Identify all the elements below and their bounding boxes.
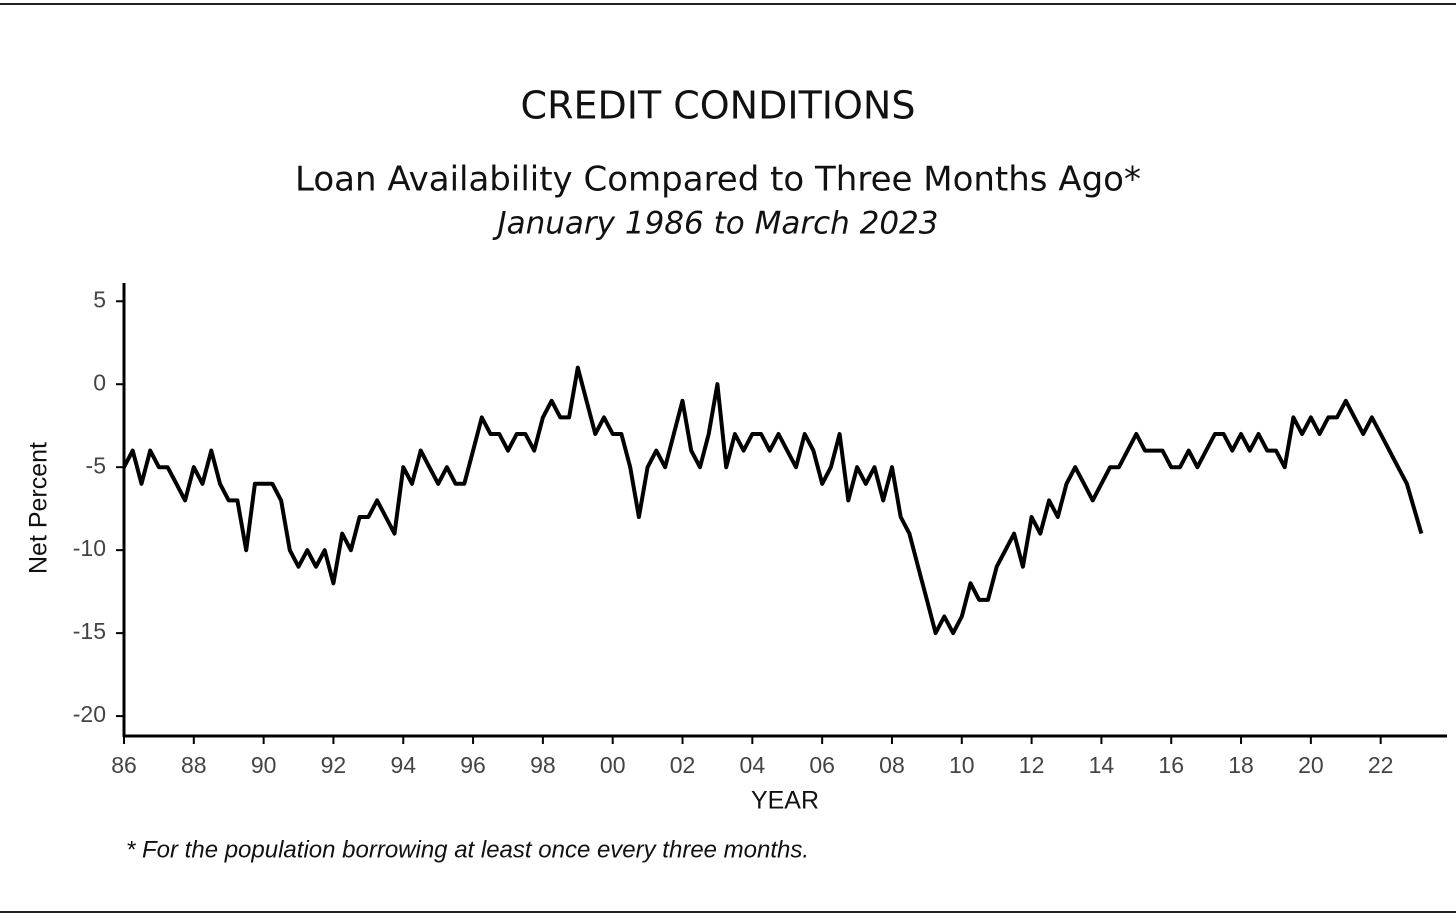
x-axis-label: YEAR (751, 787, 819, 815)
x-tick-label: 20 (1298, 752, 1324, 778)
x-tick-label: 94 (390, 752, 416, 778)
x-tick-label: 08 (879, 752, 905, 778)
x-tick-label: 06 (809, 752, 835, 778)
x-tick-label: 90 (251, 752, 277, 778)
x-tick-label: 96 (460, 752, 486, 778)
x-tick-label: 22 (1368, 752, 1394, 778)
x-tick-label: 92 (321, 752, 347, 778)
x-tick-label: 04 (740, 752, 766, 778)
y-tick-label: -15 (73, 618, 106, 644)
x-tick-label: 86 (111, 752, 137, 778)
y-tick-label: -5 (86, 452, 106, 478)
x-tick-label: 88 (181, 752, 207, 778)
footnote: * For the population borrowing at least … (126, 836, 809, 863)
x-tick-label: 98 (530, 752, 556, 778)
x-tick-label: 02 (670, 752, 696, 778)
x-tick-label: 12 (1019, 752, 1045, 778)
x-tick-label: 16 (1158, 752, 1184, 778)
x-tick-label: 14 (1089, 752, 1115, 778)
chart-subtitle: Loan Availability Compared to Three Mont… (295, 160, 1141, 200)
date-range: January 1986 to March 2023 (491, 206, 938, 242)
chart-title: CREDIT CONDITIONS (521, 84, 916, 128)
y-tick-label: 5 (93, 286, 106, 312)
x-tick-label: 00 (600, 752, 626, 778)
x-tick-label: 10 (949, 752, 975, 778)
y-tick-label: 0 (93, 369, 106, 395)
data-line (122, 365, 1424, 636)
x-tick-label: 18 (1228, 752, 1254, 778)
y-tick-label: -10 (73, 535, 106, 561)
y-tick-label: -20 (73, 701, 106, 727)
y-axis-label: Net Percent (25, 442, 53, 574)
